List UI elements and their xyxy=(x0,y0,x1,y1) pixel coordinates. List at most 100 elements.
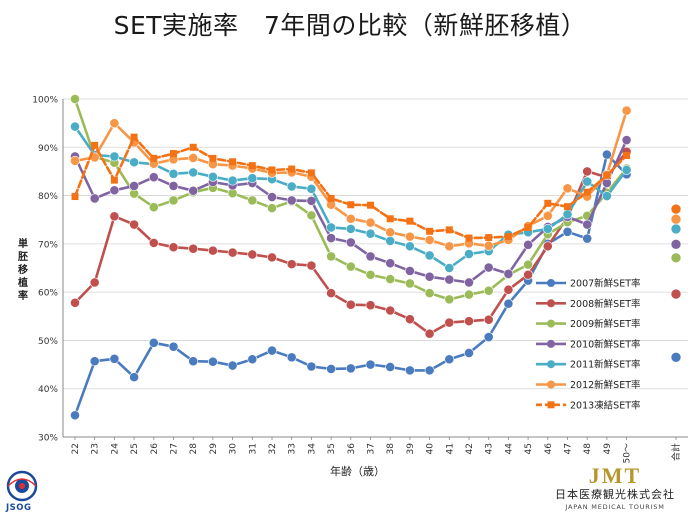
data-point xyxy=(345,213,356,224)
x-tick-label: 43 xyxy=(485,443,495,454)
data-point xyxy=(247,173,258,184)
x-tick-label: 31 xyxy=(248,443,258,454)
x-tick-label: 40 xyxy=(426,443,436,455)
data-point xyxy=(385,227,396,238)
data-point xyxy=(582,233,593,244)
x-tick-label: 28 xyxy=(189,443,199,455)
total-point xyxy=(670,288,682,300)
total-point xyxy=(670,223,682,235)
data-point xyxy=(91,141,99,149)
data-point xyxy=(248,162,256,170)
data-point xyxy=(306,260,317,271)
y-tick-label: 40% xyxy=(38,385,58,395)
data-point xyxy=(307,169,315,177)
data-point xyxy=(582,166,593,177)
data-point xyxy=(583,188,591,196)
x-tick-label: 49 xyxy=(603,443,613,455)
legend-swatch-marker xyxy=(547,299,555,308)
x-tick-label: 37 xyxy=(367,443,377,454)
data-point xyxy=(523,269,533,280)
data-point xyxy=(483,240,494,251)
data-point xyxy=(130,133,138,141)
x-tick-label: 38 xyxy=(386,443,396,455)
data-point xyxy=(424,271,435,282)
data-point xyxy=(326,233,336,243)
data-point xyxy=(406,217,414,225)
data-point xyxy=(286,195,297,206)
x-tick-label: 50〜 xyxy=(623,443,633,463)
y-axis-label-char: 植 xyxy=(18,278,28,289)
data-point xyxy=(70,297,80,308)
data-point xyxy=(424,365,435,376)
data-point xyxy=(623,151,631,159)
data-point xyxy=(444,241,455,252)
data-point xyxy=(603,171,611,179)
data-point xyxy=(207,356,218,367)
data-point xyxy=(306,183,317,194)
total-point xyxy=(670,203,682,215)
legend-swatch-marker xyxy=(547,401,555,409)
data-point xyxy=(444,317,455,328)
data-point xyxy=(523,259,533,270)
data-point xyxy=(404,314,415,325)
jsog-logo-text: JSOG xyxy=(6,503,32,513)
legend-label: 2011新鮮SET率 xyxy=(570,359,641,371)
data-point xyxy=(71,193,79,201)
data-point xyxy=(268,166,276,174)
data-point xyxy=(188,153,199,163)
data-point xyxy=(70,155,80,166)
data-point xyxy=(188,167,199,178)
data-point xyxy=(188,185,199,196)
data-point xyxy=(267,203,277,214)
data-point xyxy=(168,195,179,206)
data-point xyxy=(306,195,317,206)
x-tick-label: 26 xyxy=(150,443,160,455)
data-point xyxy=(485,234,493,242)
data-point xyxy=(70,121,80,132)
legend: 2007新鮮SET率 2008新鮮SET率 2009新鮮SET率 2010新鮮SET率… xyxy=(536,278,641,411)
jsog-emblem-icon xyxy=(6,470,38,502)
data-point xyxy=(168,242,179,253)
data-point xyxy=(327,194,335,202)
x-tick-label: 33 xyxy=(288,443,298,454)
data-point xyxy=(562,183,573,194)
data-point xyxy=(365,300,376,311)
data-point xyxy=(207,171,218,182)
data-point xyxy=(504,233,512,241)
x-tick-label: 48 xyxy=(583,443,593,455)
data-point xyxy=(326,288,336,299)
x-tick-label: 30 xyxy=(229,443,239,455)
legend-label: 2008新鮮SET率 xyxy=(570,298,641,310)
jsog-logo: JSOG xyxy=(4,470,44,516)
legend-label: 2012新鮮SET率 xyxy=(570,379,641,391)
data-point xyxy=(70,410,80,421)
data-point xyxy=(424,288,435,299)
data-point xyxy=(170,150,177,158)
data-point xyxy=(188,243,199,254)
page-title: SET実施率 7年間の比較（新鮮胚移植） xyxy=(113,11,587,40)
data-point xyxy=(148,172,159,183)
data-point xyxy=(365,269,376,280)
data-point xyxy=(602,191,612,201)
x-tick-label: 35 xyxy=(327,443,337,454)
x-tick-label: 45 xyxy=(524,443,534,454)
data-point xyxy=(227,360,238,371)
data-point xyxy=(542,241,553,252)
data-point xyxy=(365,359,376,370)
data-point xyxy=(562,226,573,237)
data-point xyxy=(70,94,80,104)
data-point xyxy=(109,118,120,129)
data-point xyxy=(483,314,494,325)
data-point xyxy=(404,231,415,242)
data-point xyxy=(267,345,277,356)
data-point xyxy=(523,239,533,250)
series-layer xyxy=(70,94,632,421)
data-point xyxy=(365,251,376,262)
data-point xyxy=(148,202,159,213)
data-point xyxy=(110,176,118,184)
y-tick-label: 30% xyxy=(38,434,58,444)
data-point xyxy=(426,227,434,235)
data-point xyxy=(483,332,494,342)
x-tick-label: 39 xyxy=(406,443,416,455)
x-tick-label: 27 xyxy=(170,443,180,454)
